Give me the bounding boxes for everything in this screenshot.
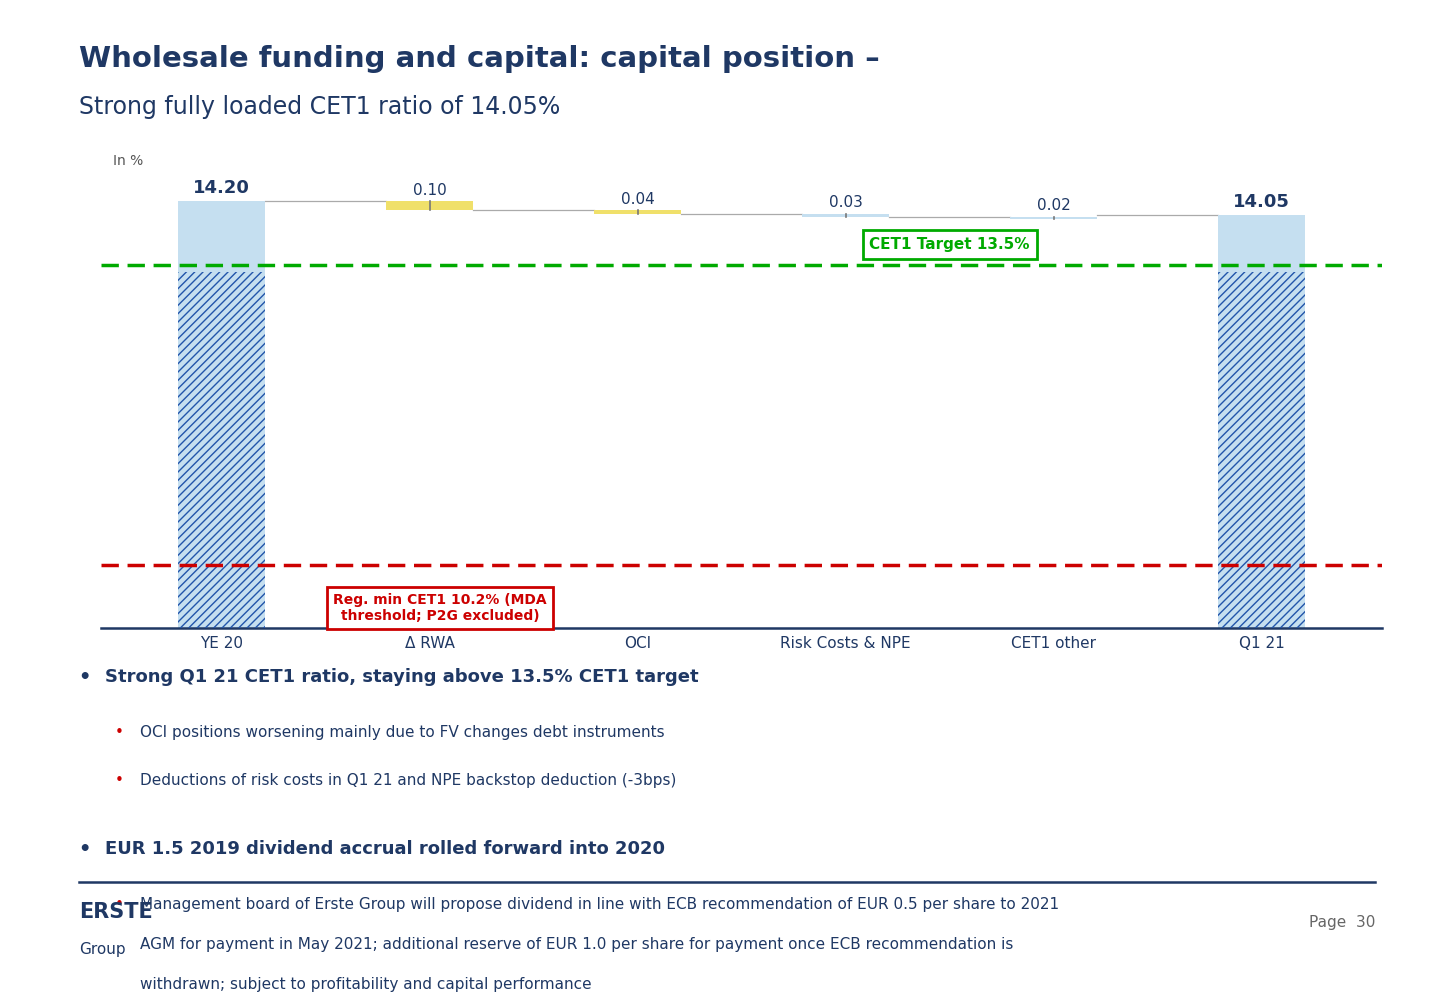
Text: •: •	[115, 773, 130, 788]
Text: 0.02: 0.02	[1037, 198, 1070, 213]
Text: •: •	[79, 668, 98, 687]
Text: Management board of Erste Group will propose dividend in line with ECB recommend: Management board of Erste Group will pro…	[140, 897, 1058, 912]
Text: EUR 1.5 2019 dividend accrual rolled forward into 2020: EUR 1.5 2019 dividend accrual rolled for…	[105, 840, 665, 858]
Text: •: •	[79, 840, 98, 859]
Text: OCI positions worsening mainly due to FV changes debt instruments: OCI positions worsening mainly due to FV…	[140, 725, 664, 740]
Text: Deductions of risk costs in Q1 21 and NPE backstop deduction (-3bps): Deductions of risk costs in Q1 21 and NP…	[140, 773, 675, 788]
Bar	[1009, 216, 1097, 218]
Text: Reg. min CET1 10.2% (MDA
threshold; P2G excluded): Reg. min CET1 10.2% (MDA threshold; P2G …	[333, 593, 547, 623]
Text: 14.05: 14.05	[1233, 192, 1290, 210]
Text: withdrawn; subject to profitability and capital performance: withdrawn; subject to profitability and …	[140, 977, 592, 992]
Bar	[386, 201, 474, 210]
Text: •: •	[115, 897, 130, 912]
Text: AGM for payment in May 2021; additional reserve of EUR 1.0 per share for payment: AGM for payment in May 2021; additional …	[140, 937, 1014, 952]
Text: 0.03: 0.03	[828, 195, 863, 210]
Text: •: •	[115, 725, 130, 740]
Bar	[802, 214, 890, 216]
Text: 14.20: 14.20	[193, 179, 251, 197]
Text: Page  30: Page 30	[1309, 914, 1375, 930]
Bar	[177, 201, 265, 628]
Text: 0.04: 0.04	[621, 191, 654, 206]
Text: 0.10: 0.10	[413, 182, 446, 197]
Text: Strong fully loaded CET1 ratio of 14.05%: Strong fully loaded CET1 ratio of 14.05%	[79, 95, 560, 119]
Text: Group: Group	[79, 942, 125, 957]
Text: Strong Q1 21 CET1 ratio, staying above 13.5% CET1 target: Strong Q1 21 CET1 ratio, staying above 1…	[105, 668, 698, 686]
Text: In %: In %	[114, 154, 144, 167]
Bar	[593, 210, 681, 214]
Bar	[1218, 215, 1306, 628]
Bar	[177, 272, 265, 628]
Bar	[1218, 272, 1306, 628]
Text: ERSTE: ERSTE	[79, 902, 153, 922]
Text: CET1 Target 13.5%: CET1 Target 13.5%	[870, 237, 1030, 252]
Text: Wholesale funding and capital: capital position –: Wholesale funding and capital: capital p…	[79, 45, 880, 73]
